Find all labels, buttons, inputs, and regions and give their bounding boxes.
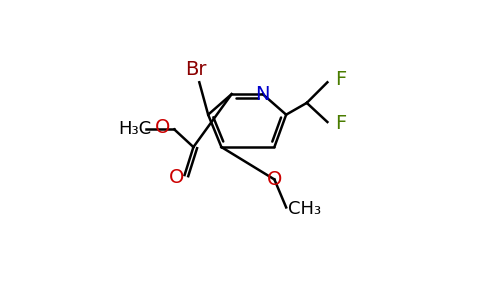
Text: O: O — [267, 170, 282, 189]
Text: O: O — [154, 118, 170, 137]
Text: H₃C: H₃C — [118, 120, 151, 138]
Text: F: F — [335, 70, 346, 89]
Text: Br: Br — [185, 59, 207, 79]
Text: N: N — [256, 85, 270, 104]
Text: CH₃: CH₃ — [287, 200, 321, 218]
Text: O: O — [169, 168, 184, 187]
Text: F: F — [335, 114, 346, 133]
